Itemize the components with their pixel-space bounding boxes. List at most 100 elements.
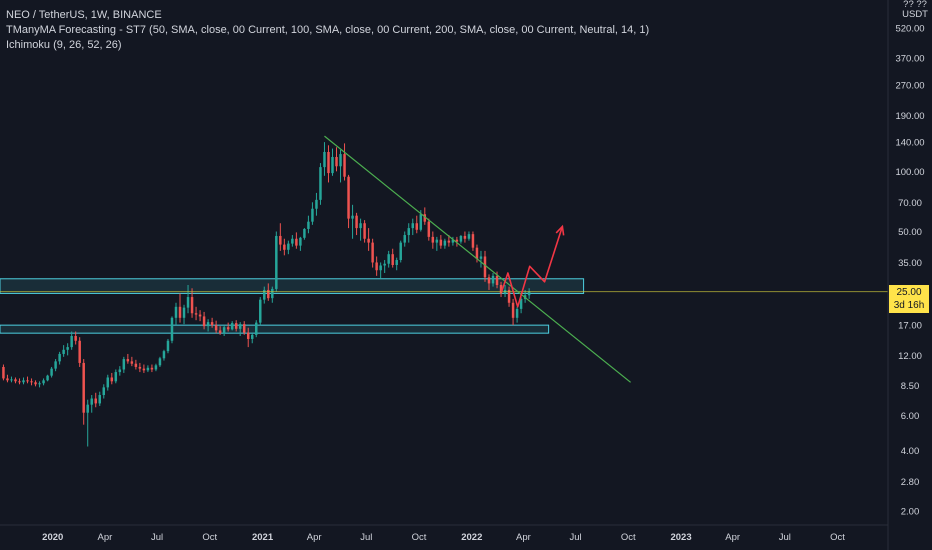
candle-body [447, 240, 451, 243]
candle-body [114, 372, 118, 382]
candle-body [439, 239, 443, 246]
y-tick-label: 190.00 [895, 111, 924, 122]
candle-body [423, 214, 427, 222]
candle-body [150, 367, 154, 370]
candle-body [194, 313, 198, 315]
candle-body [399, 242, 402, 261]
projection-arrowhead [555, 224, 565, 236]
candle-body [10, 379, 13, 381]
candle-body [343, 154, 346, 177]
x-tick-label: 2020 [42, 532, 63, 543]
indicator-many-ma[interactable]: TManyMA Forecasting - ST7 (50, SMA, clos… [6, 24, 650, 36]
candle-body [431, 236, 435, 243]
candle-body [259, 299, 262, 323]
currency-label: ?? ?? USDT [902, 0, 928, 20]
y-axis: 520.00 370.00 270.00 190.00 140.00 100.00 70.0… [887, 0, 925, 550]
y-tick-label: 17.00 [898, 321, 922, 332]
y-tick-label: 70.00 [898, 198, 922, 209]
candle-body [487, 277, 491, 284]
y-tick-label: 50.00 [898, 227, 922, 238]
candle-body [54, 361, 57, 369]
candle-body [507, 289, 511, 303]
y-tick-label: 100.00 [895, 167, 924, 178]
last-price-tag: 25.00 3d 16h [889, 285, 929, 313]
candle-body [367, 238, 370, 243]
candle-body [379, 265, 382, 271]
annotations-layer [0, 135, 888, 383]
x-tick-label: Jul [779, 532, 791, 543]
candle-body [295, 238, 298, 246]
candle-body [263, 289, 266, 300]
candle-body [279, 235, 282, 245]
candle-body [234, 323, 238, 329]
candle-body [118, 369, 122, 373]
x-tick-label: 2021 [252, 532, 274, 543]
symbol-title[interactable]: NEO / TetherUS, 1W, BINANCE [6, 9, 162, 21]
candle-body [122, 359, 126, 370]
x-tick-label: Jul [151, 532, 163, 543]
candle-body [30, 381, 33, 383]
candle-body [463, 235, 467, 239]
candle-body [283, 244, 286, 250]
candle-body [170, 317, 174, 341]
candle-body [443, 240, 447, 246]
resistance-zone [0, 278, 585, 294]
candle-body [142, 368, 146, 371]
last-price-value: 25.00 [896, 287, 922, 298]
candle-body [74, 336, 77, 341]
support-zone [0, 324, 550, 334]
candle-body [18, 381, 21, 383]
candle-body [94, 398, 97, 404]
candle-body [527, 291, 531, 296]
candle-body [166, 340, 170, 352]
candle-body [222, 327, 226, 334]
candle-body [435, 239, 439, 243]
x-tick-label: 2023 [670, 532, 691, 543]
candle-body [206, 322, 210, 327]
candle-body [455, 239, 459, 242]
candle-body [46, 375, 49, 381]
candle-body [214, 325, 218, 331]
candle-body [162, 351, 166, 359]
candle-body [515, 308, 519, 318]
y-tick-label: 4.00 [901, 446, 920, 457]
candle-body [315, 199, 318, 209]
candle-body [218, 330, 222, 334]
candle-body [226, 327, 230, 330]
candle-body [66, 347, 69, 350]
candle-body [174, 306, 178, 318]
candle-body [307, 221, 310, 229]
candle-body [267, 289, 270, 299]
y-tick-label: 8.50 [901, 381, 920, 392]
candle-body [467, 234, 471, 239]
candle-body [154, 365, 158, 370]
currency-label-top: ?? ?? [903, 0, 927, 10]
candle-body [110, 377, 114, 382]
x-tick-label: Jul [569, 532, 581, 543]
candle-body [335, 156, 338, 167]
chart-legend: NEO / TetherUS, 1W, BINANCE TManyMA Fore… [6, 8, 649, 53]
candle-body [138, 366, 142, 369]
x-tick-label: Apr [516, 532, 531, 543]
candle-body [371, 242, 374, 263]
y-tick-label: 2.00 [901, 506, 920, 517]
x-tick-label: Oct [412, 532, 427, 543]
candle-body [255, 322, 258, 335]
candle-body [275, 235, 278, 289]
candle-body [210, 322, 214, 326]
candle-body [250, 334, 254, 339]
x-tick-label: Oct [830, 532, 845, 543]
x-tick-label: Apr [307, 532, 322, 543]
candle-body [70, 336, 73, 348]
candle-body [202, 316, 206, 327]
y-tick-label: 2.80 [901, 477, 920, 488]
y-tick-label: 520.00 [895, 24, 924, 35]
candle-body [419, 214, 423, 230]
candle-body [246, 332, 250, 339]
indicator-ichimoku[interactable]: Ichimoku (9, 26, 52, 26) [6, 39, 122, 51]
candle-body [26, 380, 29, 382]
candle-body [387, 254, 390, 264]
candle-body [383, 263, 386, 266]
candle-body [38, 383, 41, 385]
